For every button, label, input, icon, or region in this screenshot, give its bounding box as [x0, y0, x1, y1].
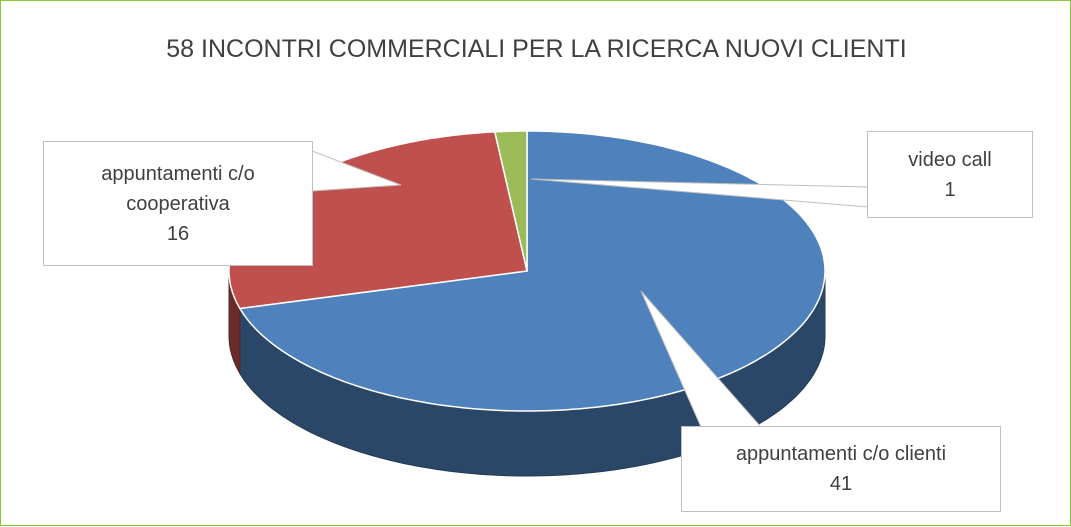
label-name: appuntamenti c/o clienti — [735, 443, 947, 465]
data-label: video call 1 — [867, 131, 1033, 218]
chart-title: 58 INCONTRI COMMERCIALI PER LA RICERCA N… — [166, 35, 907, 63]
label-value: 16 — [166, 222, 190, 245]
data-label: appuntamenti c/o clienti 41 — [681, 426, 1001, 512]
label-value: 41 — [829, 473, 853, 495]
label-name: appuntamenti c/o cooperativa — [101, 162, 255, 215]
label-value: 1 — [944, 178, 956, 201]
label-name: video call — [908, 148, 992, 171]
pie-slice — [493, 130, 528, 272]
data-label: appuntamenti c/o cooperativa 16 — [43, 141, 313, 266]
